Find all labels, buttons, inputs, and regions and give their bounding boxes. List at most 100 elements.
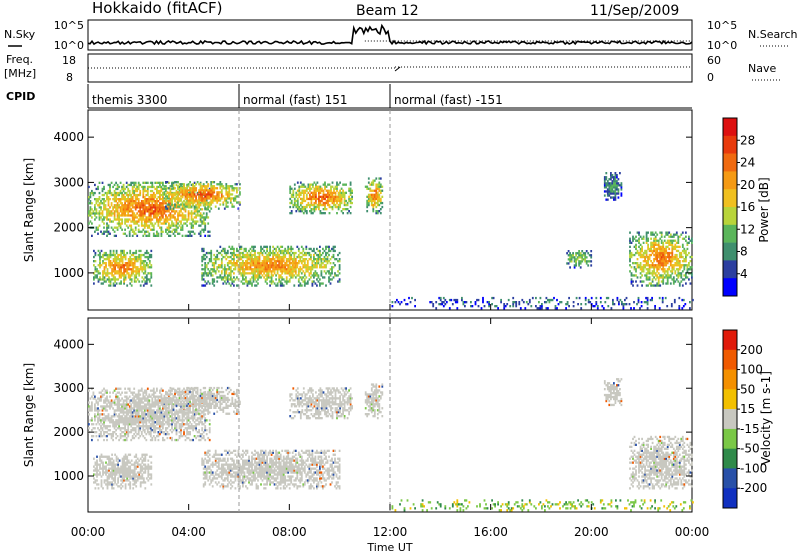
power-cell xyxy=(669,274,672,277)
power-cell xyxy=(236,187,238,190)
power-cell xyxy=(306,270,309,273)
power-cell xyxy=(205,193,208,196)
power-cell xyxy=(96,270,98,273)
power-cell xyxy=(348,187,350,190)
power-cell xyxy=(272,270,274,273)
power-cell xyxy=(138,258,141,261)
power-cell xyxy=(165,189,167,193)
power-cell xyxy=(480,307,483,310)
power-cell xyxy=(112,228,114,231)
power-cell xyxy=(656,251,659,255)
power-cell xyxy=(266,262,268,265)
power-cell xyxy=(293,187,296,190)
power-cell xyxy=(273,247,276,251)
power-cell xyxy=(101,187,104,191)
power-cell xyxy=(213,185,216,188)
power-cell xyxy=(198,206,200,209)
power-cell xyxy=(204,258,207,261)
power-cell xyxy=(319,253,321,257)
power-cell xyxy=(331,197,334,201)
power-cell xyxy=(130,224,133,227)
power-cell xyxy=(237,270,240,273)
power-cell xyxy=(255,255,258,259)
power-cell xyxy=(315,191,317,194)
power-cell xyxy=(219,264,222,267)
power-cell xyxy=(294,276,297,279)
power-cell xyxy=(184,204,187,207)
power-cell xyxy=(108,276,110,279)
power-cell xyxy=(654,231,657,234)
power-cell xyxy=(121,251,124,255)
power-cell xyxy=(366,203,369,207)
power-cell xyxy=(267,270,270,273)
power-cell xyxy=(159,206,161,209)
power-cell xyxy=(302,276,305,279)
power-cell xyxy=(270,274,273,277)
power-cell xyxy=(662,278,665,281)
power-cell xyxy=(181,189,184,192)
power-cell xyxy=(143,181,146,184)
power-cell xyxy=(157,234,160,237)
power-cell xyxy=(660,251,663,255)
power-cell xyxy=(251,245,253,248)
power-cell xyxy=(149,193,152,197)
power-cell xyxy=(305,258,308,261)
power-cell xyxy=(220,276,223,279)
power-cell xyxy=(648,264,651,267)
velocity-cell xyxy=(142,423,145,426)
power-cell xyxy=(557,303,560,306)
velocity-cell xyxy=(122,431,125,434)
power-cell xyxy=(656,239,659,242)
power-cell xyxy=(299,203,302,207)
power-cell xyxy=(149,181,152,184)
power-cell xyxy=(136,258,139,261)
power-cell xyxy=(281,282,284,285)
power-cell xyxy=(101,189,104,193)
power-cell xyxy=(282,284,285,287)
power-cell xyxy=(112,264,115,267)
power-cell xyxy=(683,266,686,269)
power-cell xyxy=(205,189,208,192)
power-cell xyxy=(113,230,116,233)
power-cell xyxy=(349,183,352,186)
power-cell xyxy=(333,199,335,203)
power-cell xyxy=(654,255,657,259)
power-cell xyxy=(639,307,641,310)
power-cell xyxy=(110,214,113,217)
power-cell xyxy=(647,264,649,267)
power-cell xyxy=(242,255,244,259)
power-cell xyxy=(567,258,570,261)
power-cell xyxy=(680,251,683,255)
nsky-left-tick-bottom: 10^0 xyxy=(54,39,84,52)
power-cell xyxy=(303,253,306,257)
power-cell xyxy=(201,193,203,196)
power-cell xyxy=(258,258,261,261)
power-cell xyxy=(140,204,143,207)
power-cell xyxy=(124,191,126,195)
velocity-cell xyxy=(119,393,122,396)
velocity-cell xyxy=(139,419,142,422)
power-cell xyxy=(190,230,193,233)
power-cell xyxy=(379,201,382,205)
power-cell xyxy=(269,247,271,251)
power-cell xyxy=(162,202,164,205)
power-cell xyxy=(605,182,608,185)
power-cell xyxy=(228,195,231,198)
power-cell xyxy=(381,185,384,188)
power-cell xyxy=(665,282,668,285)
power-cell xyxy=(647,258,649,261)
power-cell xyxy=(169,189,172,193)
power-cell xyxy=(504,305,507,308)
power-cell xyxy=(245,253,247,257)
power-cell xyxy=(298,191,301,194)
power-cell xyxy=(210,187,213,190)
power-cell xyxy=(186,205,188,208)
power-cell xyxy=(119,202,122,205)
power-cell xyxy=(629,258,631,261)
velocity-cell xyxy=(145,391,148,394)
power-cell xyxy=(337,280,339,283)
velocity-cell xyxy=(139,425,142,428)
power-cell xyxy=(193,199,196,202)
power-cell xyxy=(251,270,253,273)
power-cell xyxy=(688,241,690,244)
